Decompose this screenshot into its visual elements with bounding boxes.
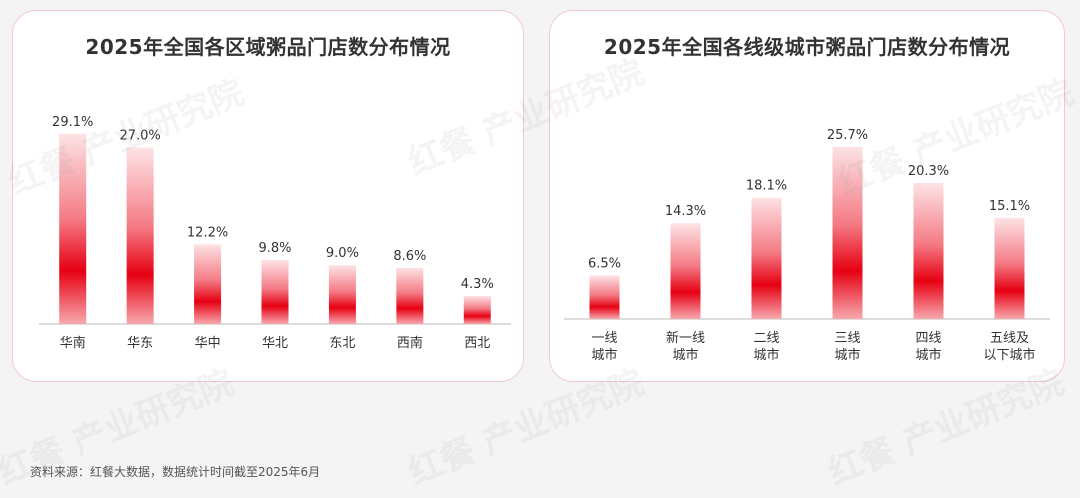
bar [832,146,863,319]
bar [463,295,491,324]
tick-label: 城市 [834,347,860,363]
chart-title: 2025年全国各区域粥品门店数分布情况 [85,35,451,59]
bar [261,259,289,324]
bar [670,223,701,319]
data-label: 8.6% [393,249,426,264]
data-label: 14.3% [665,204,706,219]
tick-label: 华中 [195,336,221,351]
data-label: 20.3% [908,164,949,179]
bar [751,197,782,319]
data-label: 12.2% [187,225,228,240]
bar-chart-city-tiers: 6.5%一线城市14.3%新一线城市18.1%二线城市25.7%三线城市20.3… [564,128,1050,363]
bar [126,147,154,324]
tick-label: 西北 [464,336,490,351]
tick-label: 四线 [915,331,941,346]
bar [59,133,87,324]
bar [194,244,222,324]
tick-label: 华东 [127,336,153,351]
tick-label: 三线 [834,331,860,346]
tick-label: 二线 [753,331,779,346]
tick-label: 城市 [672,347,698,363]
tick-label: 华南 [60,335,86,351]
bar [328,265,356,324]
tick-label: 新一线 [666,330,705,346]
bar [913,182,944,319]
bar [589,275,620,319]
data-label: 6.5% [588,256,621,271]
data-label: 18.1% [746,179,787,194]
tick-label: 西南 [397,335,423,351]
bar [994,217,1025,319]
bar-chart-regions: 29.1% 华南 27.0% 华东 12.2% 华中 9.8% 华北 9.0% 东北 8.6% 西南 4… [39,115,511,351]
tick-label: 城市 [591,347,617,363]
chart-card-city-tiers: 2025年全国各线级城市粥品门店数分布情况 6.5% 一线 城市 14.3% 新一线 城市… [549,10,1065,382]
chart-card-regions: 2025年全国各区域粥品门店数分布情况 29.1% 华南 27.0% 华东 12.2% 华… [12,10,524,382]
data-label: 25.7% [827,128,868,143]
data-label: 9.0% [326,246,359,261]
tick-label: 华北 [262,336,288,351]
tick-label: 城市 [915,347,941,363]
chart-title: 2025年全国各线级城市粥品门店数分布情况 [603,35,1011,59]
bar [396,267,424,324]
tick-label: 城市 [753,347,779,363]
data-label: 15.1% [989,199,1030,214]
tick-label: 五线及 [990,331,1029,346]
data-label: 27.0% [119,129,160,144]
tick-label: 东北 [329,336,355,351]
data-label: 29.1% [52,115,93,130]
data-label: 4.3% [461,277,494,292]
data-label: 9.8% [258,241,291,256]
tick-label: 以下城市 [983,347,1035,363]
source-note: 资料来源：红餐大数据，数据统计时间截至2025年6月 [30,465,321,479]
tick-label: 一线 [591,331,617,346]
